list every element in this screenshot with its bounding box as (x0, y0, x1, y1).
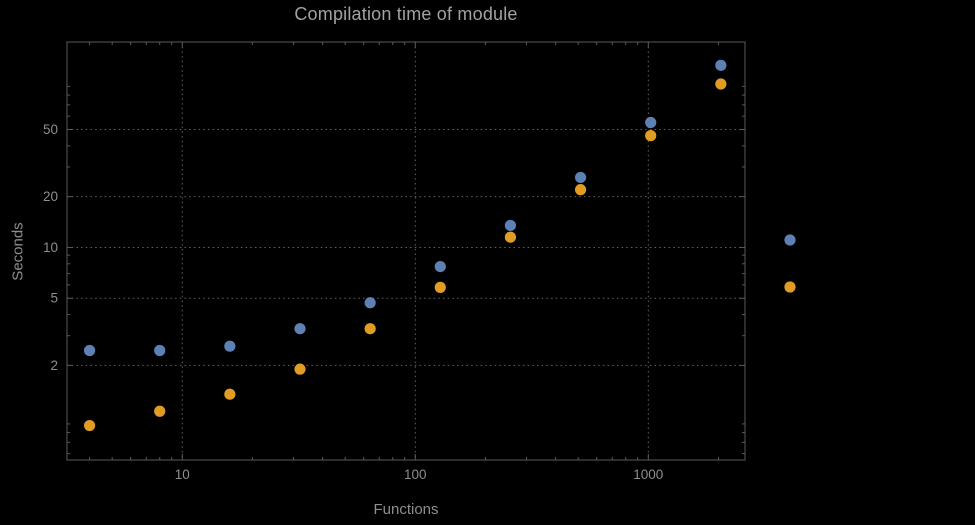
data-point-series-2 (715, 78, 727, 90)
data-point-series-2 (364, 323, 376, 335)
legend-marker-series-1 (784, 234, 796, 246)
y-tick-label: 50 (43, 122, 58, 137)
legend-marker-series-2 (784, 281, 796, 293)
data-point-series-2 (294, 363, 306, 375)
data-point-series-1 (504, 219, 517, 232)
data-point-series-1 (294, 323, 306, 335)
y-tick-label: 2 (50, 358, 58, 373)
data-point-series-2 (645, 130, 657, 142)
y-axis-label: Seconds (9, 222, 27, 281)
data-point-series-1 (83, 344, 96, 357)
data-point-series-2 (83, 419, 96, 432)
plot-frame (66, 41, 746, 461)
y-tick-label: 10 (43, 240, 58, 255)
data-point-series-2 (154, 405, 166, 417)
data-point-series-2 (504, 231, 517, 243)
data-point-series-1 (574, 171, 587, 184)
data-point-series-2 (434, 281, 446, 293)
chart-title: Compilation time of module (294, 4, 518, 24)
data-point-series-1 (364, 297, 376, 309)
x-tick-label: 10 (175, 467, 190, 482)
y-tick-label: 5 (50, 291, 58, 306)
y-tick-label: 20 (43, 189, 58, 204)
data-point-series-1 (715, 59, 727, 71)
data-point-series-2 (574, 184, 587, 196)
data-point-series-2 (224, 388, 236, 400)
x-tick-label: 100 (404, 467, 427, 482)
x-tick-label: 1000 (633, 467, 663, 482)
data-point-series-1 (154, 344, 166, 357)
data-point-series-1 (645, 116, 657, 129)
data-point-series-1 (224, 340, 236, 352)
x-axis-label: Functions (373, 501, 439, 518)
data-point-series-1 (434, 260, 446, 273)
